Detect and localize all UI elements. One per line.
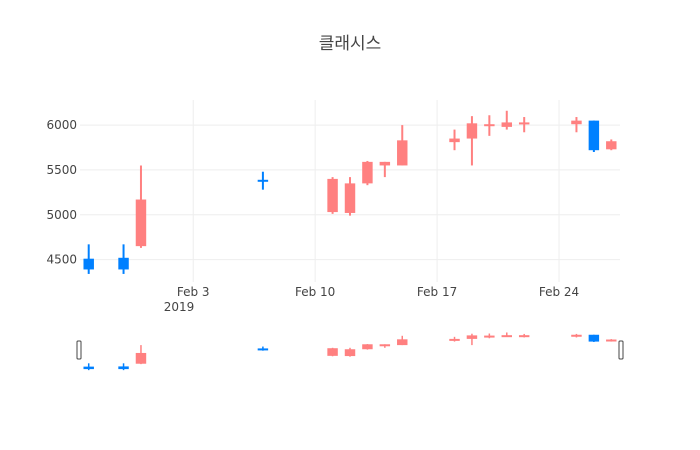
candle — [362, 160, 373, 186]
x-tick-label: Feb 3 — [177, 285, 210, 299]
slider-candle-body — [344, 349, 356, 357]
slider-candle — [449, 336, 460, 342]
candle — [118, 244, 129, 274]
candle — [257, 171, 269, 190]
candle-body — [344, 183, 356, 213]
candle-body — [501, 122, 512, 127]
candle — [606, 139, 617, 151]
x-tick-year: 2019 — [164, 300, 195, 314]
y-tick-label: 5500 — [46, 163, 77, 177]
chart-title: 클래시스 — [319, 34, 382, 54]
range-slider[interactable] — [76, 332, 624, 371]
range-slider-handle[interactable] — [618, 340, 624, 360]
slider-candle — [466, 333, 478, 346]
candles — [83, 110, 617, 274]
candle — [501, 110, 512, 130]
slider-candle-body — [135, 352, 147, 364]
slider-candle — [327, 347, 338, 357]
slider-candle — [571, 333, 582, 338]
candle — [571, 117, 582, 133]
slider-candle — [606, 339, 617, 342]
candle-body — [83, 258, 94, 270]
slider-candle — [379, 344, 391, 348]
grid-lines — [80, 100, 620, 282]
slider-candle — [588, 334, 600, 342]
slider-candle — [501, 332, 512, 338]
slider-candle-body — [606, 339, 617, 342]
slider-candle-body — [588, 334, 600, 342]
candle-body — [118, 257, 129, 270]
x-tick-label: Feb 24 — [539, 285, 579, 299]
slider-candle-body — [327, 348, 338, 356]
candle-body — [135, 199, 147, 247]
x-tick-label: Feb 17 — [417, 285, 457, 299]
slider-candle — [397, 335, 408, 346]
candle — [466, 116, 478, 166]
slider-candle — [484, 333, 495, 339]
slider-candle-body — [379, 344, 391, 347]
candle-body — [571, 120, 582, 125]
x-tick-label: Feb 10 — [295, 285, 335, 299]
slider-candle-body — [484, 335, 495, 338]
x-axis-ticks: 2019 Feb 3 Feb 10 Feb 17 Feb 24 — [164, 285, 579, 314]
candle — [379, 161, 391, 178]
candle — [397, 125, 408, 166]
slider-candle — [83, 363, 94, 371]
y-tick-label: 6000 — [46, 118, 77, 132]
slider-candle — [362, 344, 373, 350]
candle-body — [588, 120, 600, 151]
candle-body — [379, 161, 391, 166]
slider-candle — [135, 345, 147, 365]
slider-candle — [518, 333, 530, 338]
candle-body — [484, 124, 495, 127]
candle-body — [518, 122, 530, 125]
slider-candle-body — [83, 366, 94, 370]
slider-candle-body — [118, 366, 129, 370]
slider-candle-body — [397, 339, 408, 346]
slider-candle-body — [571, 334, 582, 337]
slider-candle — [257, 346, 269, 351]
candle — [484, 115, 495, 136]
slider-candle — [118, 363, 129, 371]
candle-body — [327, 178, 338, 213]
slider-candle-body — [257, 348, 269, 351]
candle — [518, 117, 530, 133]
candle-body — [362, 161, 373, 184]
slider-candle-body — [501, 335, 512, 338]
y-tick-label: 4500 — [46, 253, 77, 267]
candle-body — [606, 141, 617, 150]
candle-body — [397, 140, 408, 166]
y-tick-label: 5000 — [46, 208, 77, 222]
range-slider-handle[interactable] — [76, 340, 82, 360]
candle-body — [257, 179, 269, 182]
slider-candle-body — [362, 344, 373, 350]
candle — [327, 177, 338, 214]
candle — [344, 177, 356, 216]
candle — [83, 244, 94, 274]
slider-candle-body — [449, 338, 460, 341]
candle — [449, 129, 460, 151]
candle — [588, 120, 600, 152]
slider-candle — [344, 347, 356, 357]
candle-body — [466, 123, 478, 139]
y-axis-ticks: 4500 5000 5500 6000 — [46, 118, 77, 266]
candle — [135, 165, 147, 248]
candle-body — [449, 138, 460, 143]
slider-candle-body — [518, 335, 530, 338]
slider-candle-body — [466, 335, 478, 339]
